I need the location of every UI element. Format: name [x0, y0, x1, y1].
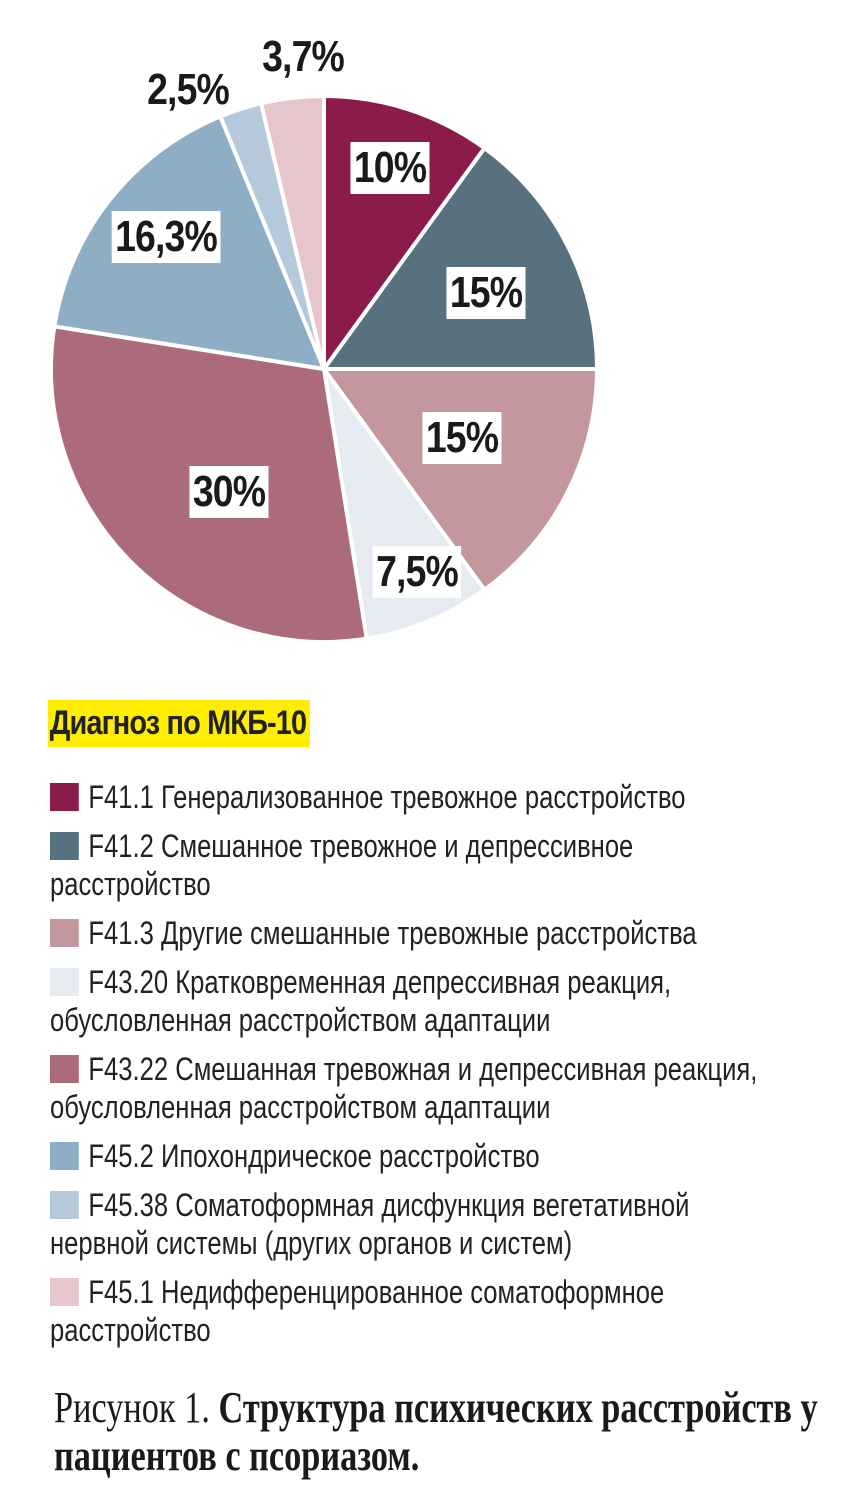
legend-swatch [50, 832, 79, 860]
legend-swatch [50, 783, 79, 811]
slice-label: 7,5% [372, 546, 462, 598]
legend-label: F41.3 Другие смешанные тревожные расстро… [88, 915, 697, 951]
slice-label: 30% [189, 466, 269, 518]
legend-item: F45.1 Недифференцированное соматоформное… [50, 1273, 786, 1349]
legend-label: F43.20 Кратковременная депрессивная реак… [50, 964, 672, 1038]
pie-slice-f41-2 [320, 145, 600, 371]
slice-label: 10% [350, 142, 430, 194]
legend: F41.1 Генерализованное тревожное расстро… [50, 778, 786, 1360]
legend-label: F41.2 Смешанное тревожное и депрессивное… [50, 828, 634, 902]
legend-label: F45.38 Соматоформная дисфункция вегетати… [50, 1187, 690, 1261]
slice-label: 15% [446, 267, 526, 319]
legend-item: F41.1 Генерализованное тревожное расстро… [50, 778, 786, 816]
legend-item: F45.2 Ипохондрическое расстройство [50, 1137, 786, 1175]
slice-label: 2,5% [147, 65, 230, 114]
legend-swatch [50, 919, 79, 947]
legend-item: F41.2 Смешанное тревожное и депрессивное… [50, 827, 786, 903]
caption-title: Структура психических расстройств у паци… [54, 1383, 818, 1480]
legend-swatch [50, 1278, 79, 1306]
legend-label: F41.1 Генерализованное тревожное расстро… [88, 779, 686, 815]
legend-swatch [50, 1191, 79, 1219]
legend-item: F43.20 Кратковременная депрессивная реак… [50, 963, 786, 1039]
figure-caption: Рисунок 1. Структура психических расстро… [54, 1384, 834, 1480]
pie-slice-f41-3 [320, 367, 600, 593]
pie-slice-f45-1 [258, 93, 326, 370]
pie-chart [49, 93, 600, 644]
legend-item: F41.3 Другие смешанные тревожные расстро… [50, 914, 786, 952]
legend-item: F43.22 Смешанная тревожная и депрессивна… [50, 1050, 786, 1126]
caption-prefix: Рисунок 1. [54, 1383, 219, 1432]
legend-item: F45.38 Соматоформная дисфункция вегетати… [50, 1186, 786, 1262]
legend-label: F43.22 Смешанная тревожная и депрессивна… [50, 1051, 758, 1125]
slice-label: 16,3% [111, 211, 221, 263]
legend-label: F45.1 Недифференцированное соматоформное… [50, 1274, 665, 1348]
legend-title: Диагноз по МКБ-10 [48, 700, 310, 747]
slice-label: 3,7% [262, 32, 345, 81]
legend-swatch [50, 1142, 79, 1170]
legend-swatch [50, 1055, 79, 1083]
legend-swatch [50, 968, 79, 996]
slice-label: 15% [422, 412, 502, 464]
legend-label: F45.2 Ипохондрическое расстройство [88, 1138, 540, 1174]
